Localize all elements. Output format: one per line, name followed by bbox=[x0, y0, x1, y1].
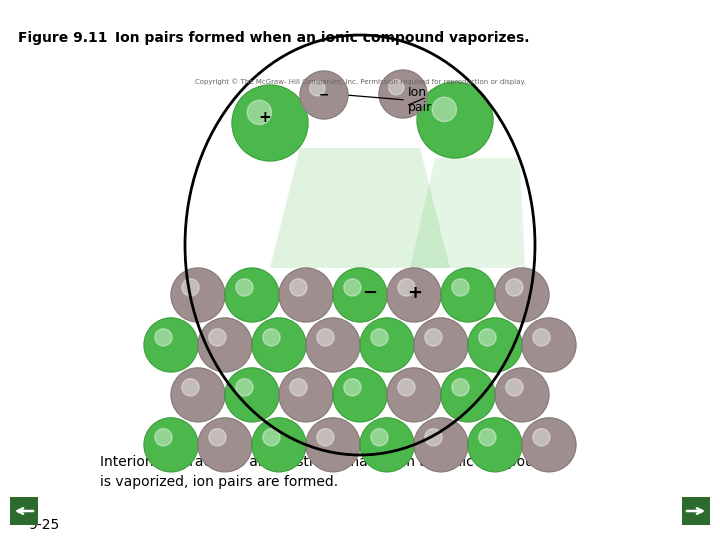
Circle shape bbox=[333, 368, 387, 422]
Circle shape bbox=[468, 418, 522, 472]
Circle shape bbox=[155, 329, 172, 346]
Circle shape bbox=[522, 418, 576, 472]
Circle shape bbox=[452, 379, 469, 396]
Circle shape bbox=[389, 79, 404, 95]
Circle shape bbox=[479, 429, 496, 446]
Circle shape bbox=[279, 268, 333, 322]
Ellipse shape bbox=[185, 35, 535, 455]
Circle shape bbox=[198, 318, 252, 372]
Circle shape bbox=[198, 418, 252, 472]
Circle shape bbox=[181, 379, 199, 396]
Text: Figure 9.11: Figure 9.11 bbox=[18, 31, 107, 45]
Circle shape bbox=[397, 379, 415, 396]
Circle shape bbox=[209, 329, 226, 346]
Circle shape bbox=[387, 268, 441, 322]
Polygon shape bbox=[410, 158, 525, 268]
FancyBboxPatch shape bbox=[10, 497, 38, 525]
Circle shape bbox=[289, 379, 307, 396]
Circle shape bbox=[533, 429, 550, 446]
Circle shape bbox=[317, 429, 334, 446]
Circle shape bbox=[425, 329, 442, 346]
Circle shape bbox=[522, 318, 576, 372]
Circle shape bbox=[397, 279, 415, 296]
Circle shape bbox=[209, 429, 226, 446]
Circle shape bbox=[300, 71, 348, 119]
Circle shape bbox=[414, 418, 468, 472]
Circle shape bbox=[252, 418, 306, 472]
Circle shape bbox=[306, 418, 360, 472]
Text: −: − bbox=[319, 89, 329, 102]
Circle shape bbox=[379, 70, 427, 118]
Text: Ion: Ion bbox=[408, 85, 427, 98]
Circle shape bbox=[344, 379, 361, 396]
Circle shape bbox=[387, 368, 441, 422]
Circle shape bbox=[317, 329, 334, 346]
Circle shape bbox=[495, 268, 549, 322]
Circle shape bbox=[452, 279, 469, 296]
Circle shape bbox=[344, 279, 361, 296]
Text: Interionic attractions are so strong that when an ionic compound: Interionic attractions are so strong tha… bbox=[100, 455, 552, 469]
Circle shape bbox=[506, 379, 523, 396]
Circle shape bbox=[506, 279, 523, 296]
Circle shape bbox=[417, 82, 493, 158]
Circle shape bbox=[263, 329, 280, 346]
Circle shape bbox=[468, 318, 522, 372]
Text: +: + bbox=[258, 111, 271, 125]
Circle shape bbox=[289, 279, 307, 296]
Circle shape bbox=[181, 279, 199, 296]
Circle shape bbox=[306, 318, 360, 372]
Circle shape bbox=[479, 329, 496, 346]
Circle shape bbox=[414, 318, 468, 372]
Text: is vaporized, ion pairs are formed.: is vaporized, ion pairs are formed. bbox=[100, 475, 338, 489]
Circle shape bbox=[155, 429, 172, 446]
Circle shape bbox=[360, 318, 414, 372]
Circle shape bbox=[171, 268, 225, 322]
Circle shape bbox=[441, 268, 495, 322]
Circle shape bbox=[371, 329, 388, 346]
Text: 9-25: 9-25 bbox=[28, 518, 59, 532]
Circle shape bbox=[144, 318, 198, 372]
Ellipse shape bbox=[185, 35, 535, 455]
Circle shape bbox=[310, 80, 325, 96]
Circle shape bbox=[279, 368, 333, 422]
Circle shape bbox=[441, 368, 495, 422]
Text: Ion pairs formed when an ionic compound vaporizes.: Ion pairs formed when an ionic compound … bbox=[115, 31, 529, 45]
Circle shape bbox=[333, 268, 387, 322]
Circle shape bbox=[225, 368, 279, 422]
Circle shape bbox=[432, 97, 456, 122]
Circle shape bbox=[495, 368, 549, 422]
Polygon shape bbox=[270, 148, 450, 268]
Text: Copyright © The McGraw- Hill Companies, Inc. Permission required for reproductio: Copyright © The McGraw- Hill Companies, … bbox=[194, 79, 526, 85]
Circle shape bbox=[252, 318, 306, 372]
Circle shape bbox=[144, 418, 198, 472]
FancyBboxPatch shape bbox=[682, 497, 710, 525]
Circle shape bbox=[360, 418, 414, 472]
Circle shape bbox=[263, 429, 280, 446]
Text: −: − bbox=[362, 284, 377, 302]
Circle shape bbox=[533, 329, 550, 346]
Circle shape bbox=[371, 429, 388, 446]
Circle shape bbox=[425, 429, 442, 446]
Circle shape bbox=[225, 268, 279, 322]
Circle shape bbox=[232, 85, 308, 161]
Text: pair: pair bbox=[408, 102, 432, 114]
Text: +: + bbox=[408, 284, 423, 302]
Circle shape bbox=[236, 279, 253, 296]
Circle shape bbox=[171, 368, 225, 422]
Circle shape bbox=[236, 379, 253, 396]
Circle shape bbox=[247, 100, 271, 125]
